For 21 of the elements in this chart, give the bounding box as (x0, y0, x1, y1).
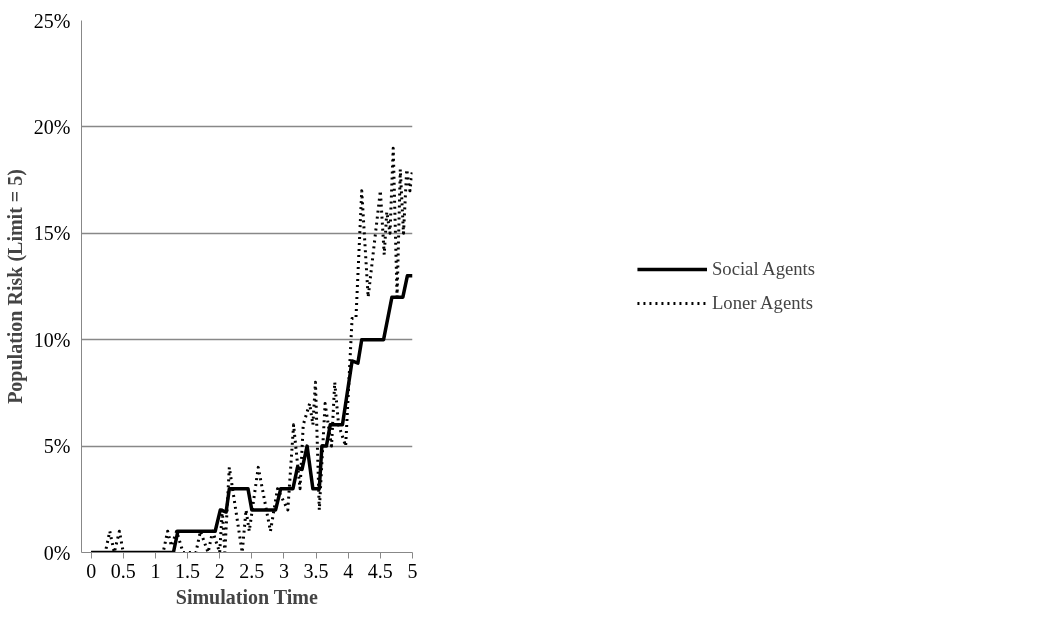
y-tick-label: 0% (43, 541, 71, 564)
y-tick-label: 10% (33, 328, 71, 351)
x-tick-label: 4.5 (367, 559, 393, 582)
y-tick-label: 20% (33, 115, 71, 138)
x-tick-label: 2 (214, 559, 225, 582)
x-tick-label: 0.5 (110, 559, 136, 582)
x-tick-label: 3.5 (303, 559, 329, 582)
x-tick-label: 4 (343, 559, 354, 582)
y-tick-label: 15% (33, 222, 71, 245)
x-tick-label: 5 (407, 559, 418, 582)
x-axis-title: Simulation Time (175, 585, 318, 608)
x-tick-label: 3 (278, 559, 289, 582)
x-tick-label: 2.5 (239, 559, 265, 582)
x-tick-label: 0 (86, 559, 97, 582)
legend-label: Loner Agents (711, 292, 813, 314)
legend-label: Social Agents (711, 258, 816, 280)
y-tick-label: 5% (43, 435, 71, 458)
x-tick-label: 1 (150, 559, 161, 582)
x-tick-label: 1.5 (175, 559, 201, 582)
y-tick-label: 25% (33, 9, 71, 32)
y-axis-title: Population Risk (Limit = 5) (3, 169, 27, 404)
